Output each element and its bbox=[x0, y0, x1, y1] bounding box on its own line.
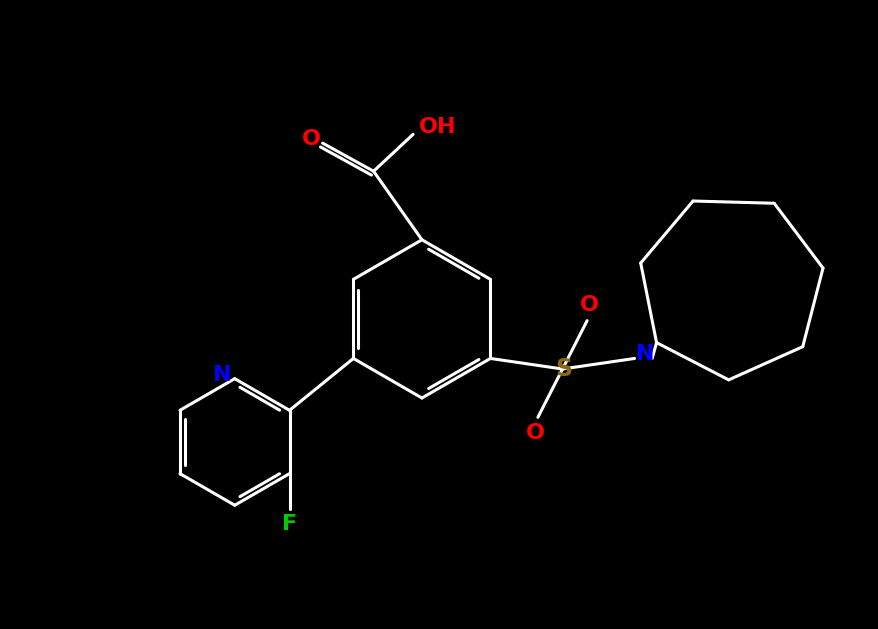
Text: O: O bbox=[525, 423, 544, 443]
Text: N: N bbox=[635, 344, 653, 364]
Text: OH: OH bbox=[419, 117, 456, 137]
Text: N: N bbox=[213, 365, 232, 385]
Text: O: O bbox=[301, 129, 320, 148]
Text: F: F bbox=[282, 514, 297, 533]
Text: S: S bbox=[555, 357, 572, 381]
Text: O: O bbox=[579, 295, 599, 315]
